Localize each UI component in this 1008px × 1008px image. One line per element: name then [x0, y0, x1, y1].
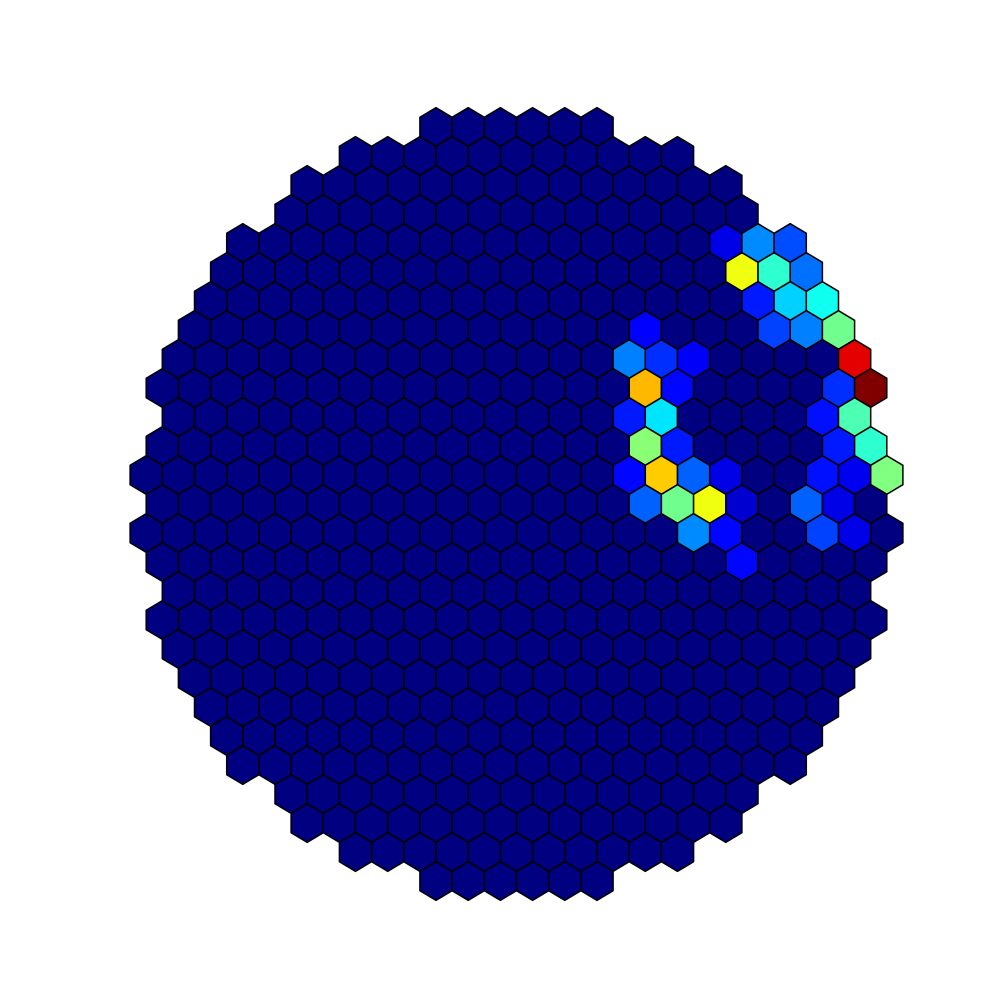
- camera-pixel: [773, 744, 808, 786]
- camera-pixel: [580, 860, 614, 902]
- camera-pixel: [660, 831, 695, 873]
- camera-pixel: [708, 802, 743, 844]
